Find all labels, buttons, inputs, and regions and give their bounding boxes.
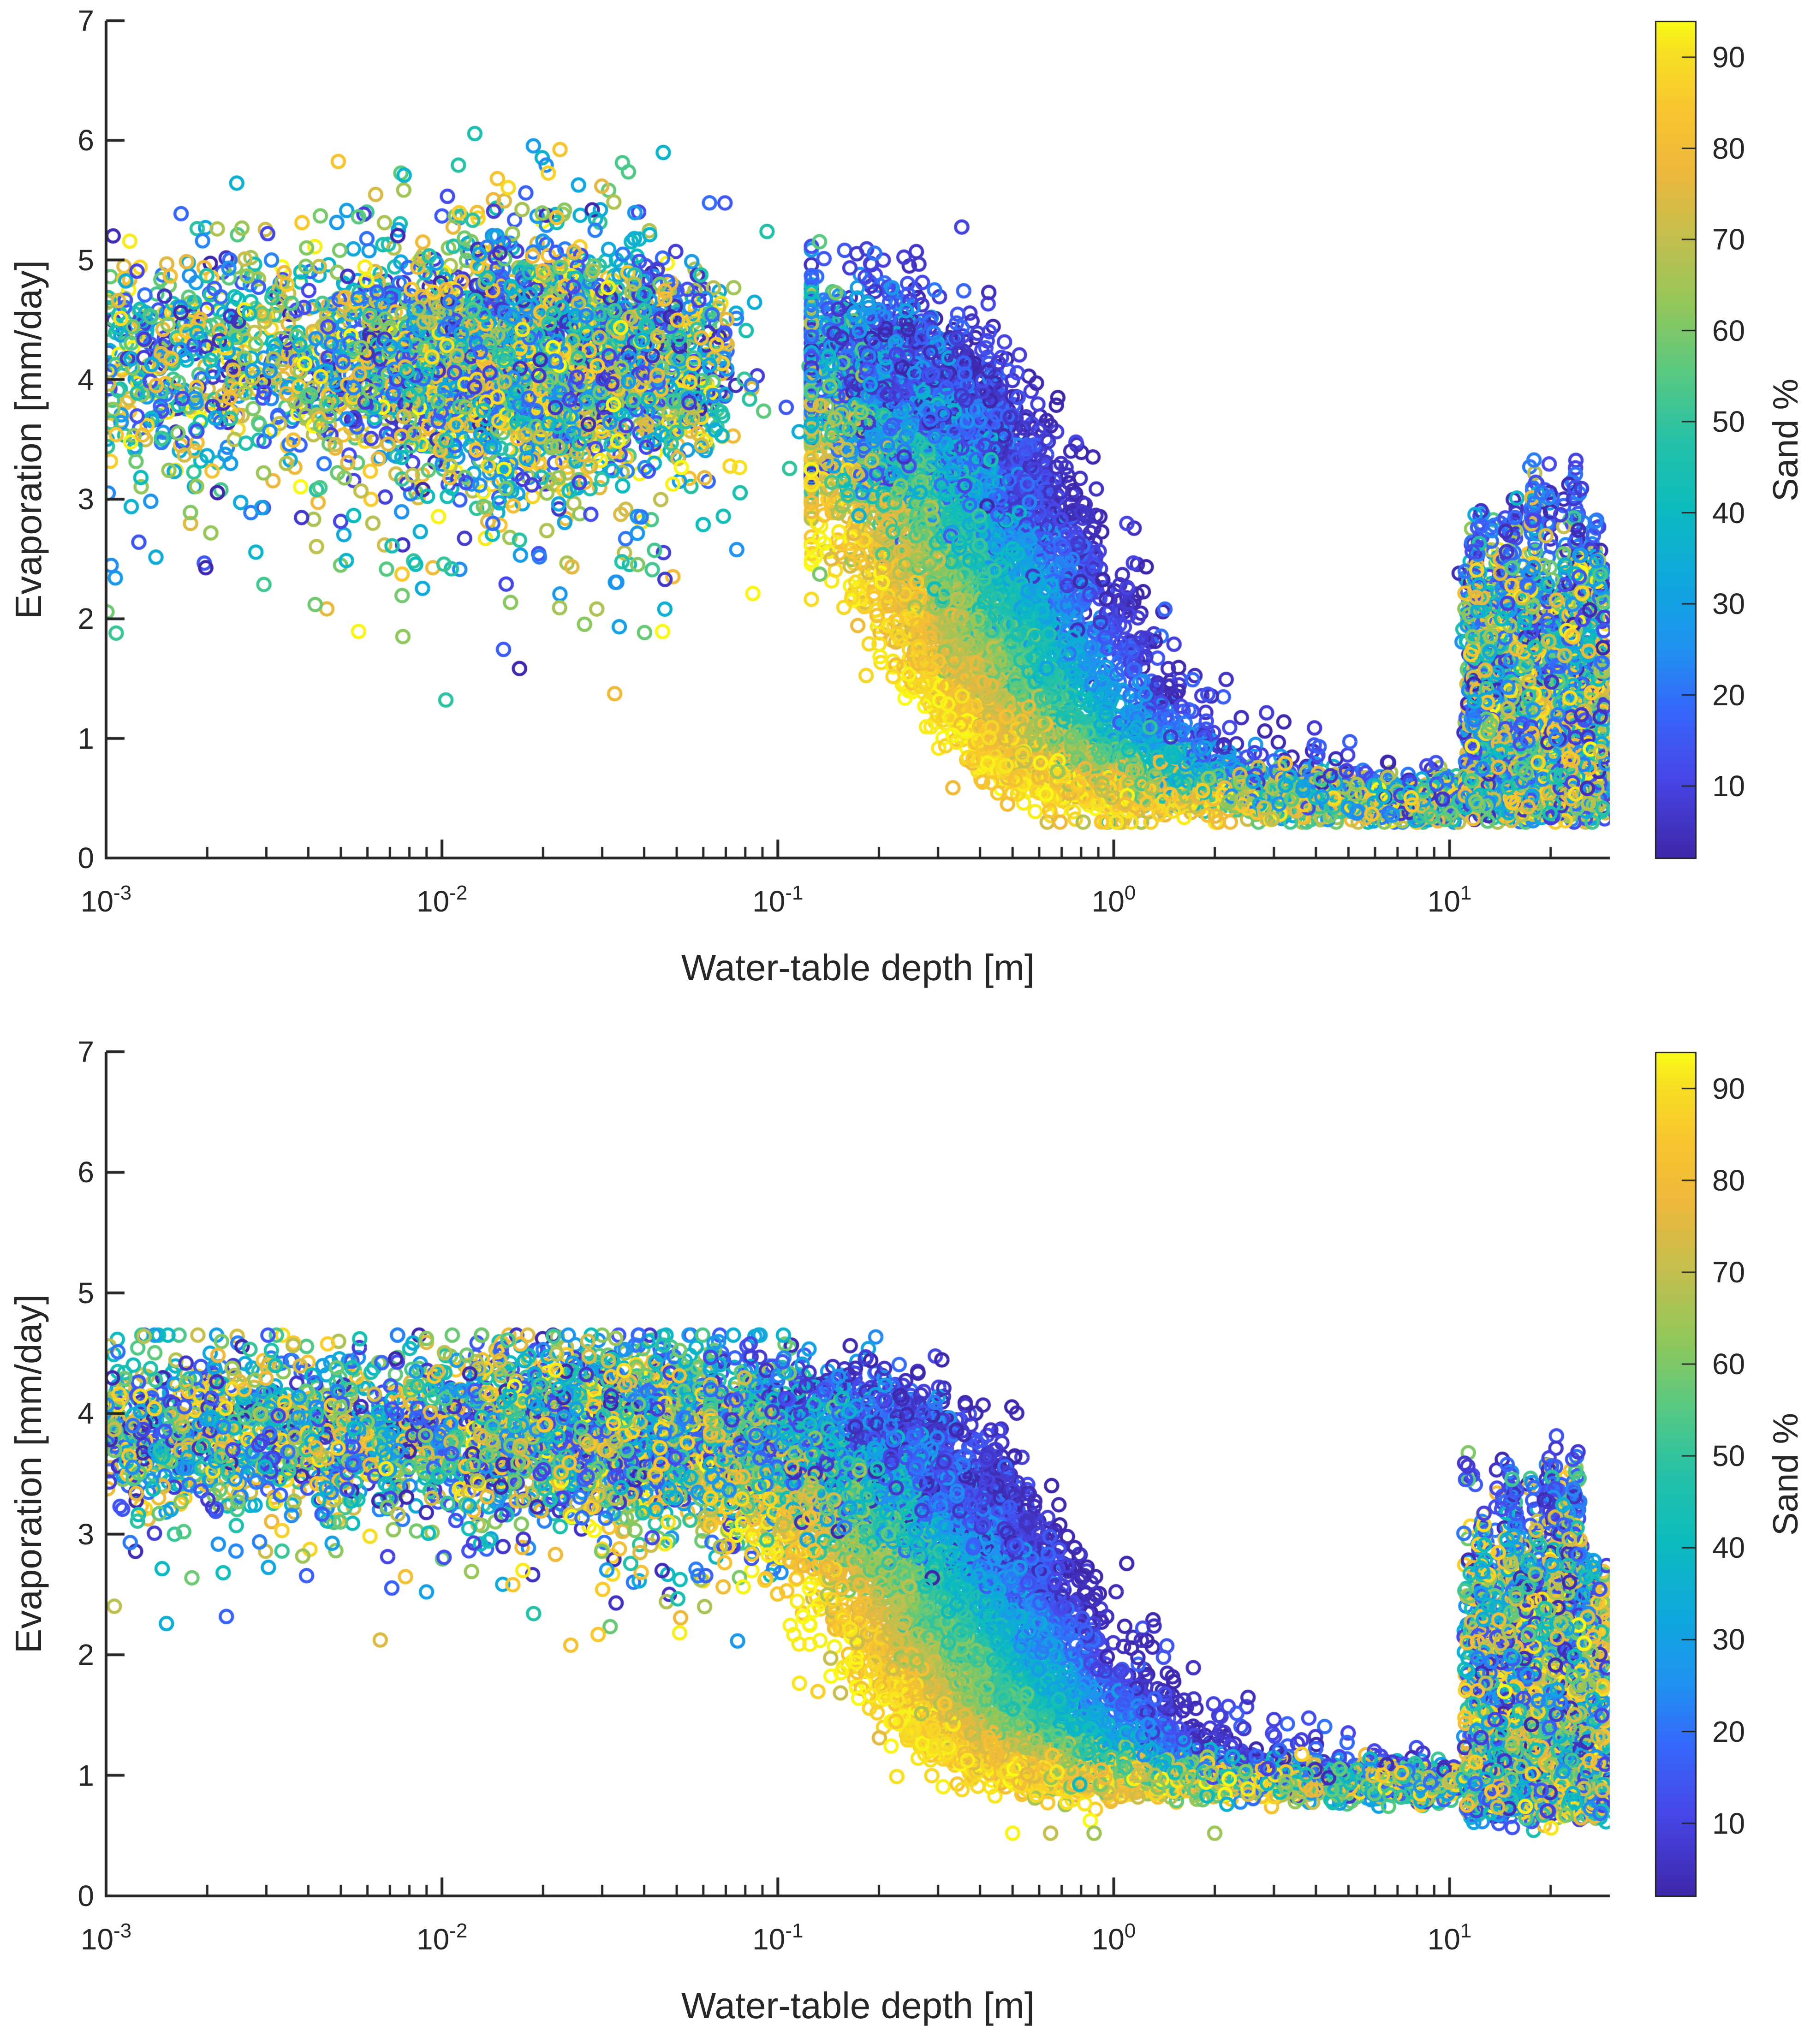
figure: 0 1 2 3 4 5 6 7 10-3 10-2 10-1 100 101 10 20 30 40 50 60 70… (0, 0, 1810, 2044)
scatter-plot-canvas (0, 0, 1810, 2044)
